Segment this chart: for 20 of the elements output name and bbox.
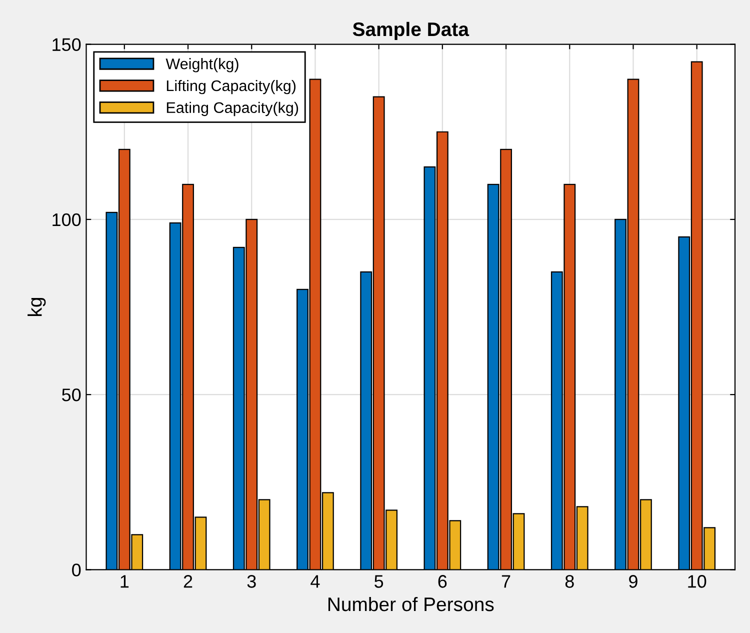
x-tick-label: 5 (374, 575, 384, 588)
y-tick-label: 100 (52, 213, 81, 226)
legend-label: Weight(kg) (166, 58, 238, 72)
y-tick-label: 0 (72, 564, 81, 576)
x-tick-label: 3 (247, 575, 256, 588)
x-tick-label: 1 (120, 575, 129, 588)
chart-title: Sample Data (352, 22, 470, 40)
x-axis-title: Number of Persons (328, 596, 494, 612)
x-tick-label: 6 (438, 575, 447, 588)
x-tick-label: 2 (184, 575, 192, 588)
legend-label: Lifting Capacity(kg) (166, 80, 296, 94)
y-tick-label: 50 (62, 388, 81, 402)
x-tick-label: 7 (502, 575, 510, 588)
x-tick-label: 4 (310, 575, 320, 588)
x-tick-label: 8 (565, 575, 574, 588)
legend-label: Eating Capacity(kg) (166, 102, 298, 116)
y-tick-label: 150 (52, 38, 81, 52)
y-axis-title: kg (28, 298, 46, 316)
x-tick-label: 10 (688, 575, 706, 588)
x-tick-label: 9 (629, 575, 638, 588)
